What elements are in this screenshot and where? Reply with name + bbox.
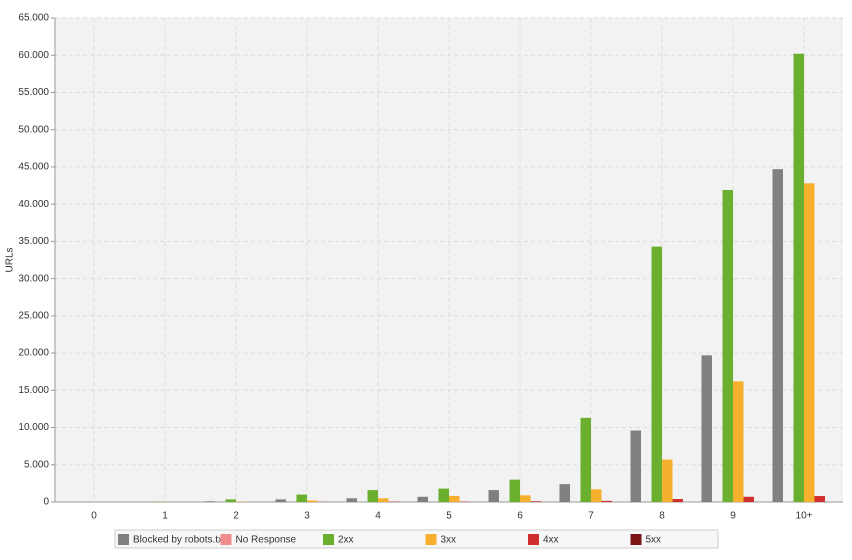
y-tick-label: 50.000: [18, 124, 49, 135]
x-tick-label: 0: [91, 511, 97, 522]
y-tick-label: 0: [43, 497, 49, 508]
legend-label: 5xx: [646, 535, 662, 546]
bar: [733, 381, 744, 502]
bar: [651, 246, 662, 502]
legend-swatch: [528, 534, 539, 545]
bar: [225, 499, 236, 502]
bar: [559, 484, 570, 502]
bar: [804, 183, 815, 502]
y-tick-label: 65.000: [18, 13, 49, 24]
bar: [367, 490, 378, 502]
x-tick-label: 1: [162, 511, 168, 522]
bar: [449, 496, 460, 502]
y-tick-label: 60.000: [18, 50, 49, 61]
legend-swatch: [118, 534, 129, 545]
bar: [417, 496, 428, 502]
y-tick-label: 25.000: [18, 310, 49, 321]
bar: [772, 169, 783, 502]
bar: [580, 417, 591, 502]
legend-swatch: [630, 534, 642, 545]
bar: [601, 500, 612, 502]
legend-label: Blocked by robots.txt: [133, 535, 226, 546]
legend-swatch: [323, 534, 334, 545]
x-tick-label: 5: [446, 511, 452, 522]
bar: [814, 496, 825, 502]
y-tick-label: 40.000: [18, 199, 49, 210]
x-tick-label: 8: [659, 511, 665, 522]
bar: [378, 498, 389, 502]
legend-swatch: [425, 534, 437, 545]
legend-label: 2xx: [338, 535, 354, 546]
legend-label: 4xx: [543, 535, 559, 546]
bar: [530, 501, 541, 502]
bar: [520, 495, 531, 502]
bar: [307, 500, 318, 502]
y-tick-label: 35.000: [18, 236, 49, 247]
legend: [114, 529, 719, 549]
x-tick-label: 6: [517, 511, 523, 522]
y-tick-label: 55.000: [18, 87, 49, 98]
y-tick-label: 30.000: [18, 273, 49, 284]
legend-swatch: [220, 534, 232, 545]
y-tick-label: 45.000: [18, 162, 49, 173]
bar: [662, 459, 673, 502]
x-tick-label: 3: [304, 511, 310, 522]
y-tick-label: 10.000: [18, 422, 49, 433]
bar: [722, 190, 733, 502]
bar: [630, 430, 641, 502]
legend-label: No Response: [236, 535, 297, 546]
bar: [275, 499, 286, 502]
bar: [672, 499, 683, 502]
bar: [591, 489, 602, 502]
bar: [701, 355, 712, 502]
y-tick-label: 15.000: [18, 385, 49, 396]
x-tick-label: 2: [233, 511, 239, 522]
bar: [438, 488, 449, 502]
bar: [346, 498, 357, 502]
bar: [296, 494, 307, 502]
bar: [204, 501, 215, 502]
x-tick-label: 4: [375, 511, 381, 522]
y-axis-label: URLs: [5, 247, 16, 272]
bar: [743, 496, 754, 502]
x-tick-label: 9: [730, 511, 736, 522]
y-tick-label: 20.000: [18, 348, 49, 359]
bar: [793, 53, 804, 502]
bar: [488, 490, 499, 502]
y-tick-label: 5.000: [24, 459, 49, 470]
bar: [509, 479, 520, 502]
x-tick-label: 10+: [796, 511, 813, 522]
x-tick-label: 7: [588, 511, 594, 522]
legend-label: 3xx: [441, 535, 457, 546]
